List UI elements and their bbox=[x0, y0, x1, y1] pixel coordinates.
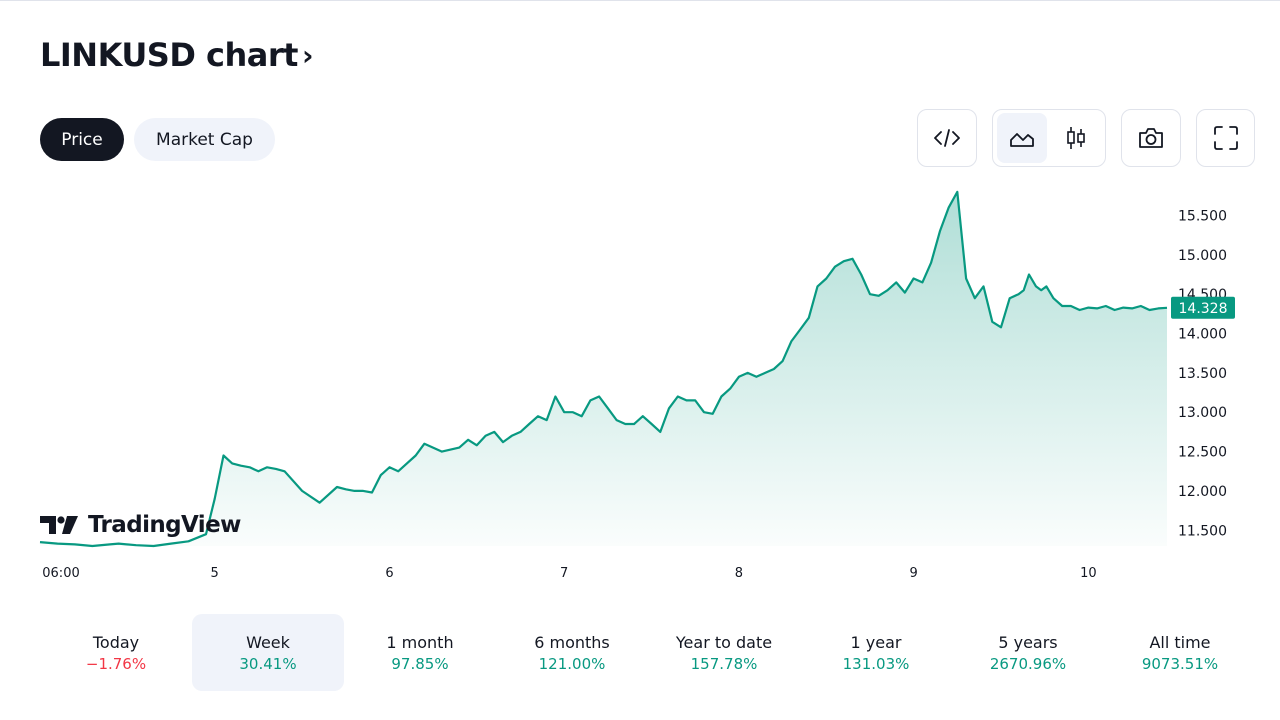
snapshot-button[interactable] bbox=[1121, 109, 1181, 167]
last-price-tag bbox=[1171, 296, 1235, 319]
y-tick-label: 13.000 bbox=[1178, 405, 1227, 421]
price-line bbox=[39, 190, 1168, 548]
period-6-months[interactable]: 6 months 121.00% bbox=[496, 614, 648, 691]
period-change: 157.78% bbox=[690, 654, 758, 673]
camera-icon bbox=[1139, 128, 1163, 148]
period-label: Week bbox=[246, 632, 290, 652]
period-change: 9073.51% bbox=[1141, 654, 1219, 673]
tab-market-cap[interactable]: Market Cap bbox=[134, 118, 275, 161]
tab-price[interactable]: Price bbox=[40, 118, 124, 161]
page-title[interactable]: LINKUSD chart › bbox=[40, 36, 314, 74]
chevron-right-icon: › bbox=[301, 38, 314, 72]
x-tick-label: 8 bbox=[735, 566, 743, 581]
period-5-years[interactable]: 5 years 2670.96% bbox=[952, 614, 1104, 691]
y-tick-label: 11.500 bbox=[1178, 523, 1227, 539]
price-area bbox=[40, 191, 1167, 546]
period-label: 6 months bbox=[534, 632, 610, 652]
period-label: Year to date bbox=[675, 632, 773, 652]
period-year-to-date[interactable]: Year to date 157.78% bbox=[648, 614, 800, 691]
tradingview-logo[interactable]: TradingView bbox=[40, 512, 241, 538]
period-all-time[interactable]: All time 9073.51% bbox=[1104, 614, 1256, 691]
page-title-text: LINKUSD chart bbox=[40, 36, 298, 74]
y-tick-label: 15.500 bbox=[1178, 209, 1227, 225]
x-tick-label: 5 bbox=[211, 566, 219, 581]
period-label: 1 month bbox=[386, 632, 454, 652]
area-chart-button[interactable] bbox=[997, 113, 1047, 163]
code-icon bbox=[934, 129, 960, 147]
price-chart[interactable]: 11.50012.00012.50013.00013.50014.00014.5… bbox=[0, 180, 1280, 590]
tradingview-logo-text: TradingView bbox=[88, 512, 241, 538]
period-1-month[interactable]: 1 month 97.85% bbox=[344, 614, 496, 691]
fullscreen-button[interactable] bbox=[1196, 109, 1255, 167]
chart-type-switcher bbox=[992, 109, 1106, 167]
x-tick-label: 9 bbox=[909, 566, 917, 581]
period-today[interactable]: Today −1.76% bbox=[40, 614, 192, 691]
x-tick-label: 7 bbox=[560, 566, 568, 581]
period-change: 121.00% bbox=[538, 654, 606, 673]
period-label: 5 years bbox=[998, 632, 1058, 652]
period-change: 2670.96% bbox=[989, 654, 1067, 673]
candles-icon bbox=[1067, 127, 1085, 149]
embed-button[interactable] bbox=[917, 109, 977, 167]
fullscreen-icon bbox=[1213, 126, 1238, 150]
last-price-label: 14.328 bbox=[1179, 301, 1228, 317]
y-tick-label: 15.000 bbox=[1178, 248, 1227, 264]
x-tick-label: 10 bbox=[1080, 566, 1097, 581]
period-change: 97.85% bbox=[391, 654, 449, 673]
y-tick-label: 13.500 bbox=[1178, 366, 1227, 382]
period-week[interactable]: Week 30.41% bbox=[192, 614, 344, 691]
y-tick-label: 12.500 bbox=[1178, 445, 1227, 461]
period-change: 30.41% bbox=[239, 654, 297, 673]
x-tick-label: 6 bbox=[385, 566, 393, 581]
candles-button[interactable] bbox=[1051, 113, 1101, 163]
period-label: All time bbox=[1149, 632, 1211, 652]
period-selector: Today −1.76% Week 30.41% 1 month 97.85% … bbox=[40, 614, 1260, 691]
period-change: −1.76% bbox=[85, 654, 147, 673]
period-label: 1 year bbox=[850, 632, 902, 652]
x-tick-label: 06:00 bbox=[42, 566, 79, 581]
period-1-year[interactable]: 1 year 131.03% bbox=[800, 614, 952, 691]
period-change: 131.03% bbox=[842, 654, 910, 673]
top-divider bbox=[0, 0, 1280, 1]
y-tick-label: 12.000 bbox=[1178, 484, 1227, 500]
y-tick-label: 14.000 bbox=[1178, 327, 1227, 343]
area-chart-icon bbox=[1010, 133, 1034, 147]
period-label: Today bbox=[92, 632, 140, 652]
tradingview-logo-icon bbox=[40, 516, 78, 534]
